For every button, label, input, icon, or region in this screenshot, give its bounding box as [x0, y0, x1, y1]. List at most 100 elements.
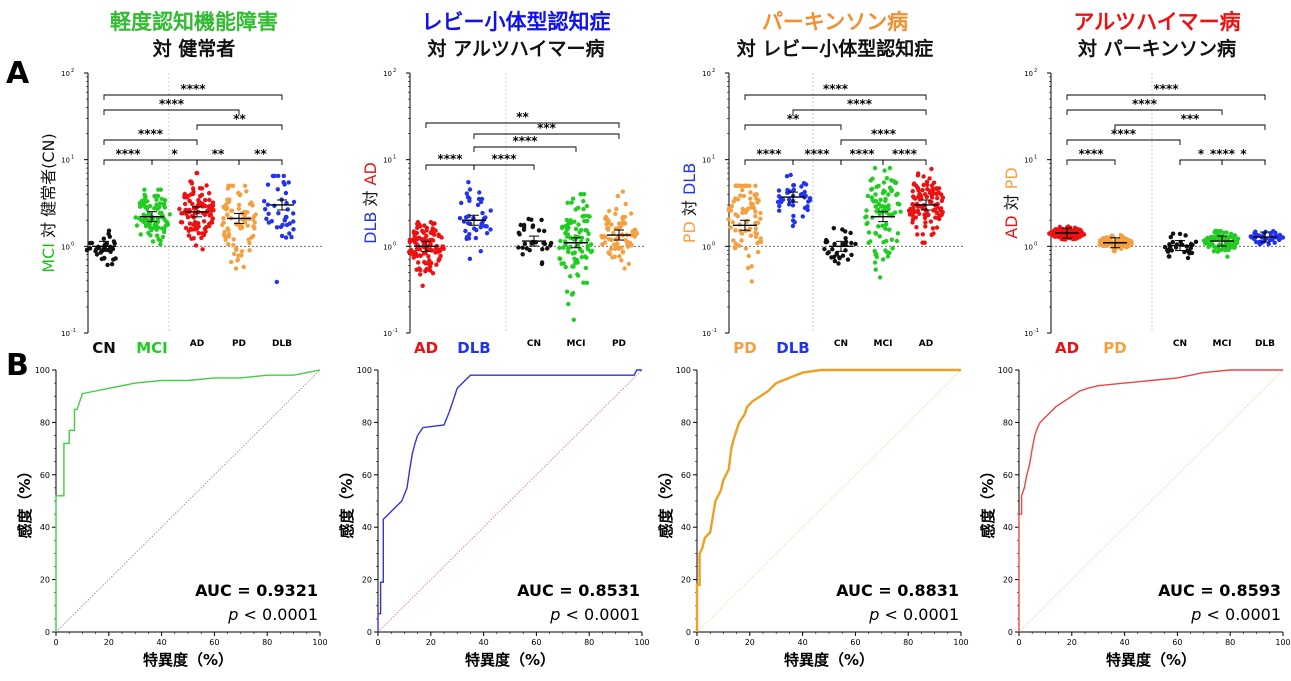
dot-y-tick-exp: -1 — [393, 328, 398, 334]
dot-y-tick-label: 10 — [1024, 330, 1033, 338]
data-point-mci — [884, 176, 890, 181]
data-point-pd — [602, 234, 608, 239]
data-point-mci — [566, 246, 571, 251]
significance-bracket — [792, 109, 927, 115]
data-point-dlb — [475, 202, 481, 208]
data-point-mci — [150, 239, 156, 244]
column-subtitle-2: 対 アルツハイマー病 — [427, 38, 605, 60]
data-point-dlb — [284, 214, 289, 220]
significance-stars: **** — [180, 82, 206, 96]
data-point-ad — [196, 231, 201, 236]
data-point-ad — [933, 215, 938, 220]
data-point-mci — [134, 223, 140, 228]
data-point-cn — [529, 217, 534, 222]
data-point-mci — [872, 165, 878, 171]
significance-bracket — [238, 159, 283, 165]
data-point-pd — [753, 183, 758, 188]
data-point-dlb — [457, 216, 463, 221]
data-point-pd — [754, 231, 760, 236]
significance-stars: **** — [1111, 127, 1137, 141]
data-point-cn — [1183, 233, 1188, 238]
data-point-pd — [730, 220, 735, 225]
column-title-3: パーキンソン病 — [761, 10, 909, 34]
roc-x-tick-label: 40 — [798, 638, 808, 647]
data-point-pd — [729, 203, 735, 209]
data-point-mci — [149, 226, 155, 231]
data-point-mci — [585, 243, 590, 249]
data-point-dlb — [282, 182, 287, 187]
dot-y-tick-exp: 0 — [393, 241, 396, 247]
data-point-cn — [94, 247, 99, 252]
data-point-cn — [105, 262, 110, 268]
data-point-mci — [873, 204, 878, 209]
data-point-pd — [1097, 242, 1102, 247]
data-point-mci — [561, 245, 566, 250]
data-point-pd — [229, 208, 235, 213]
significance-stars: **** — [804, 147, 830, 161]
significance-stars: **** — [871, 127, 897, 141]
data-point-mci — [579, 255, 584, 260]
data-point-pd — [252, 220, 257, 225]
roc-x-tick-label: 0 — [375, 638, 380, 647]
data-point-mci — [167, 212, 172, 217]
data-point-mci — [885, 206, 890, 212]
roc-x-tick-label: 80 — [584, 638, 594, 647]
roc-x-tick-label: 60 — [531, 638, 541, 647]
data-point-cn — [849, 252, 854, 258]
data-point-dlb — [289, 234, 294, 240]
data-point-mci — [889, 237, 894, 242]
data-point-dlb — [283, 235, 289, 240]
data-point-cn — [89, 240, 95, 246]
roc-x-tick-label: 20 — [104, 638, 114, 647]
data-point-pd — [739, 238, 744, 243]
data-point-mci — [141, 219, 146, 225]
roc-y-tick-label: 60 — [1003, 471, 1013, 480]
data-point-cn — [1184, 244, 1189, 249]
data-point-mci — [157, 201, 163, 206]
data-point-pd — [634, 231, 639, 236]
data-point-mci — [885, 254, 891, 259]
data-point-ad — [417, 222, 422, 227]
data-point-ad — [429, 228, 435, 234]
data-point-pd — [251, 224, 256, 229]
data-point-pd — [732, 245, 738, 251]
p-value-label: p < 0.0001 — [1190, 605, 1281, 624]
data-point-dlb — [805, 204, 810, 209]
data-point-ad — [423, 250, 428, 256]
data-point-dlb — [484, 224, 489, 229]
column-subtitle-1: 対 健常者 — [152, 38, 236, 60]
roc-x-tick-label: 20 — [1067, 638, 1077, 647]
dot-y-tick-exp: 1 — [71, 155, 74, 161]
data-point-pd — [758, 216, 763, 221]
data-point-ad — [914, 183, 919, 189]
data-point-pd — [236, 206, 242, 211]
data-point-dlb — [284, 200, 289, 206]
significance-stars: **** — [892, 147, 918, 161]
data-point-ad — [203, 197, 208, 203]
data-point-mci — [1228, 245, 1234, 250]
data-point-dlb — [283, 190, 289, 196]
data-point-pd — [750, 202, 755, 207]
data-point-mci — [572, 256, 577, 261]
significance-stars: **** — [437, 152, 463, 166]
data-point-ad — [923, 224, 928, 229]
data-point-ad — [184, 211, 189, 217]
column-subtitle-3: 対 レビー小体型認知症 — [736, 38, 934, 60]
data-point-ad — [922, 212, 927, 217]
data-point-ad — [425, 261, 431, 266]
data-point-pd — [615, 193, 621, 199]
roc-x-tick-label: 60 — [1172, 638, 1182, 647]
data-point-mci — [564, 289, 570, 294]
dot-y-tick-exp: -1 — [712, 328, 717, 334]
data-point-ad — [407, 239, 412, 245]
data-point-pd — [230, 183, 236, 188]
data-point-cn — [521, 222, 527, 228]
data-point-ad — [189, 214, 195, 219]
roc-y-tick-label: 40 — [362, 523, 372, 532]
data-point-pd — [223, 234, 228, 239]
data-point-mci — [878, 197, 883, 202]
significance-stars: **** — [756, 147, 782, 161]
roc-y-tick-label: 100 — [998, 366, 1013, 375]
data-point-dlb — [780, 197, 786, 202]
roc-curve — [1018, 369, 1283, 632]
